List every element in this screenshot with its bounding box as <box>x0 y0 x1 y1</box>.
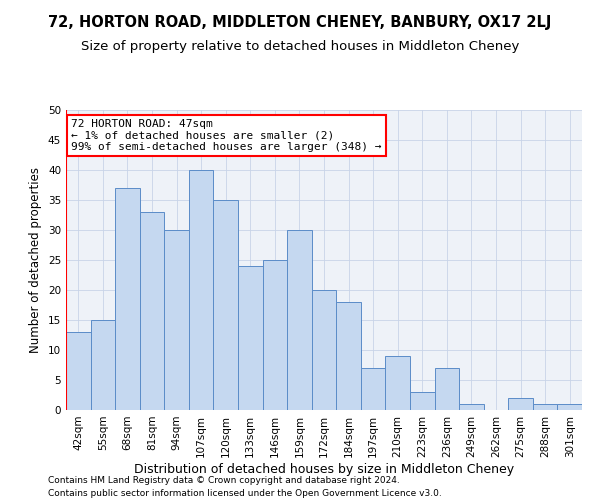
Bar <box>410 392 434 410</box>
Bar <box>336 302 361 410</box>
Bar <box>385 356 410 410</box>
Text: 72, HORTON ROAD, MIDDLETON CHENEY, BANBURY, OX17 2LJ: 72, HORTON ROAD, MIDDLETON CHENEY, BANBU… <box>49 15 551 30</box>
Bar <box>214 200 238 410</box>
Bar <box>115 188 140 410</box>
Bar <box>508 398 533 410</box>
Bar <box>238 266 263 410</box>
Bar <box>164 230 189 410</box>
Bar <box>263 260 287 410</box>
Text: 72 HORTON ROAD: 47sqm
← 1% of detached houses are smaller (2)
99% of semi-detach: 72 HORTON ROAD: 47sqm ← 1% of detached h… <box>71 119 382 152</box>
Text: Size of property relative to detached houses in Middleton Cheney: Size of property relative to detached ho… <box>81 40 519 53</box>
Bar <box>287 230 312 410</box>
Text: Contains HM Land Registry data © Crown copyright and database right 2024.
Contai: Contains HM Land Registry data © Crown c… <box>48 476 442 498</box>
Bar <box>361 368 385 410</box>
Bar <box>66 332 91 410</box>
Y-axis label: Number of detached properties: Number of detached properties <box>29 167 43 353</box>
X-axis label: Distribution of detached houses by size in Middleton Cheney: Distribution of detached houses by size … <box>134 462 514 475</box>
Bar <box>91 320 115 410</box>
Bar <box>434 368 459 410</box>
Bar <box>459 404 484 410</box>
Bar <box>189 170 214 410</box>
Bar <box>312 290 336 410</box>
Bar <box>140 212 164 410</box>
Bar <box>557 404 582 410</box>
Bar <box>533 404 557 410</box>
